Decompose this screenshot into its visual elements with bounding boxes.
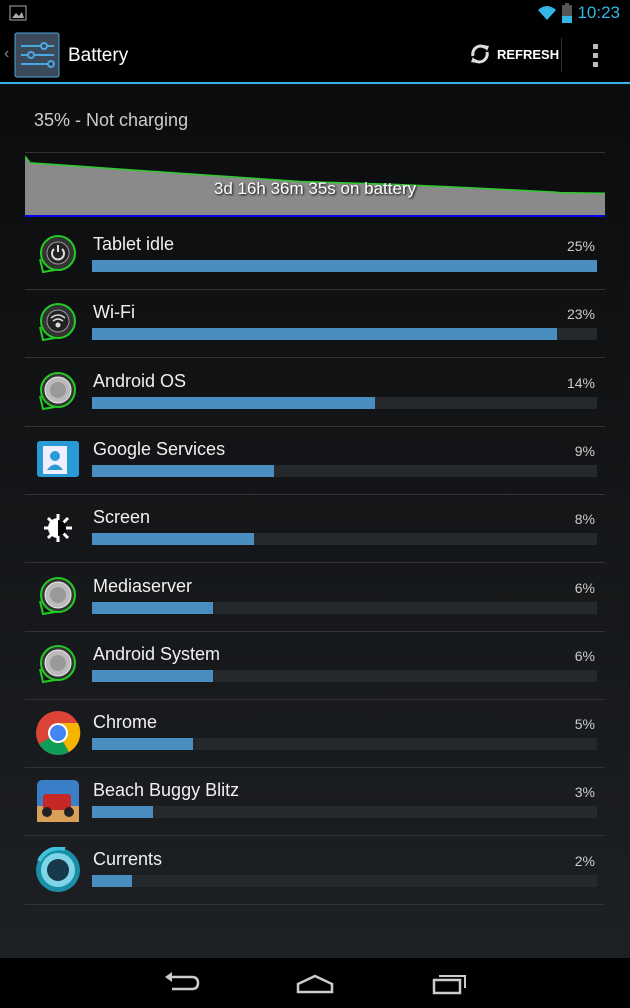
battery-usage-item[interactable]: Wi-Fi 23% xyxy=(25,290,605,359)
usage-bar-fill xyxy=(92,874,133,887)
item-percent: 5% xyxy=(574,716,595,733)
item-name: Mediaserver xyxy=(93,575,193,596)
usage-bar-fill xyxy=(92,396,375,409)
battery-usage-item[interactable]: Android OS 14% xyxy=(25,359,605,427)
item-name: Beach Buggy Blitz xyxy=(93,780,240,801)
wifi-icon xyxy=(538,6,556,20)
item-name: Google Services xyxy=(93,438,226,459)
image-icon xyxy=(9,5,27,21)
item-name: Chrome xyxy=(93,712,158,733)
chrome-icon xyxy=(36,711,81,756)
usage-bar xyxy=(92,260,597,272)
battery-duration: 3d 16h 36m 35s on battery xyxy=(213,179,417,198)
battery-usage-item[interactable]: Screen 8% xyxy=(25,495,605,564)
item-percent: 6% xyxy=(574,647,595,664)
running-bar xyxy=(25,215,605,217)
battery-usage-item[interactable]: Mediaserver 6% xyxy=(25,564,605,632)
item-percent: 6% xyxy=(574,579,595,596)
divider xyxy=(561,38,562,72)
item-percent: 25% xyxy=(566,238,595,254)
android-os-icon xyxy=(39,576,76,615)
item-percent: 2% xyxy=(574,852,595,869)
battery-icon xyxy=(562,3,572,23)
item-percent: 3% xyxy=(574,784,595,801)
action-bar: ‹ Battery REFRESH xyxy=(0,26,630,84)
battery-graph-svg xyxy=(24,155,606,217)
usage-bar-fill xyxy=(92,738,193,751)
power-icon xyxy=(39,235,76,274)
battery-usage-item[interactable]: Beach Buggy Blitz 3% xyxy=(25,768,605,837)
chevron-left-icon: ‹ xyxy=(4,45,10,62)
usage-bar xyxy=(92,601,597,614)
battery-usage-item[interactable]: Google Services 9% xyxy=(25,427,605,495)
usage-bar xyxy=(92,806,597,819)
item-name: Screen xyxy=(93,507,151,528)
brightness-icon xyxy=(44,514,72,543)
contacts-icon xyxy=(37,440,79,477)
usage-bar-fill xyxy=(92,533,254,546)
battery-usage-item[interactable]: Chrome 5% xyxy=(25,700,605,769)
clock: 10:23 xyxy=(577,3,620,22)
usage-bar xyxy=(92,669,597,682)
battery-line xyxy=(24,155,606,195)
settings-sliders-icon xyxy=(14,32,60,78)
usage-bar-fill xyxy=(92,464,274,477)
item-percent: 8% xyxy=(574,511,595,528)
back-icon[interactable] xyxy=(162,972,200,994)
recents-icon[interactable] xyxy=(432,971,468,995)
navigation-bar xyxy=(0,958,630,1008)
home-icon[interactable] xyxy=(296,974,334,994)
battery-usage-item[interactable]: Currents 2% xyxy=(25,837,605,905)
battery-area xyxy=(25,156,605,215)
usage-bar xyxy=(92,874,597,887)
page-title: Battery xyxy=(68,45,129,66)
battery-history-graph[interactable]: 3d 16h 36m 35s on battery xyxy=(24,152,606,217)
refresh-icon xyxy=(471,44,489,64)
usage-bar-fill xyxy=(92,601,214,614)
item-percent: 14% xyxy=(566,374,595,391)
item-percent: 23% xyxy=(566,306,595,323)
usage-bar-fill xyxy=(92,806,153,819)
usage-bar xyxy=(92,396,597,409)
battery-summary: 35% - Not charging xyxy=(34,110,189,130)
usage-bar xyxy=(92,533,597,546)
battery-content: 35% - Not charging 3d 16h 36m 35s on bat… xyxy=(0,86,630,958)
usage-bar-fill xyxy=(92,328,557,341)
up-button[interactable]: ‹ xyxy=(2,32,62,78)
overflow-menu-icon[interactable] xyxy=(592,44,600,68)
item-name: Android System xyxy=(93,643,221,664)
currents-icon xyxy=(36,846,80,892)
game-icon xyxy=(37,780,79,823)
battery-usage-item[interactable]: Tablet idle 25% xyxy=(25,222,605,290)
item-percent: 9% xyxy=(574,442,595,459)
item-name: Android OS xyxy=(93,370,187,391)
refresh-label: REFRESH xyxy=(497,46,560,62)
usage-bar xyxy=(92,738,597,751)
refresh-button[interactable]: REFRESH xyxy=(468,42,559,66)
wifi-icon xyxy=(39,303,76,342)
usage-bar xyxy=(92,328,597,341)
android-os-icon xyxy=(39,644,76,683)
usage-bar-fill xyxy=(92,669,214,682)
item-name: Currents xyxy=(93,848,163,869)
status-bar: 10:23 xyxy=(0,0,630,26)
item-name: Wi-Fi xyxy=(93,302,135,323)
android-os-icon xyxy=(39,371,76,410)
battery-usage-item[interactable]: Android System 6% xyxy=(25,632,605,700)
usage-bar xyxy=(92,464,597,477)
usage-bar-fill xyxy=(92,260,597,272)
item-name: Tablet idle xyxy=(93,234,175,254)
